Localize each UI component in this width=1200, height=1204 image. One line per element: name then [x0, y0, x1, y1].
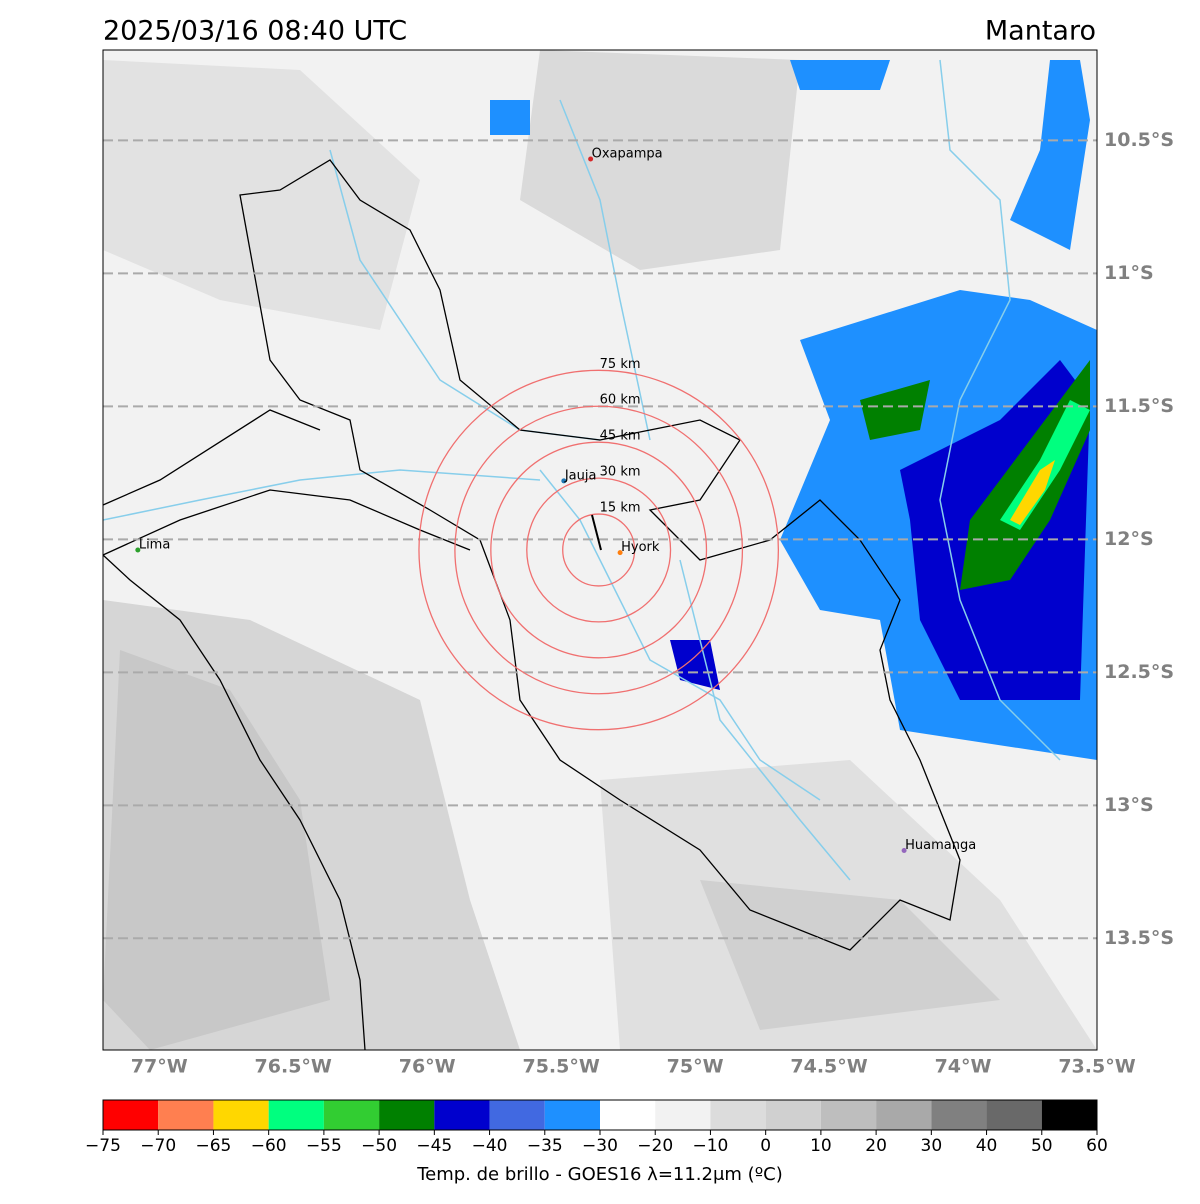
lon-label: 74.5°W [790, 1056, 867, 1078]
colorbar-box [323, 1100, 380, 1130]
colorbar-box [268, 1100, 324, 1130]
city-marker [561, 478, 567, 484]
colorbar-tick-label: −70 [140, 1136, 176, 1156]
colorbar-tick-label: −45 [416, 1136, 452, 1156]
colorbar-box [765, 1100, 821, 1130]
ring-label: 15 km [600, 501, 641, 516]
colorbar-tick-label: −65 [195, 1136, 231, 1156]
lon-label: 74°W [935, 1056, 992, 1078]
lon-label: 76°W [399, 1056, 456, 1078]
ring-label: 30 km [600, 465, 641, 480]
colorbar-tick-label: 20 [865, 1136, 887, 1156]
colorbar-tick-label: 30 [921, 1136, 943, 1156]
city-label: Oxapampa [592, 147, 663, 162]
hyork-track [591, 514, 602, 551]
colorbar-box [600, 1100, 656, 1130]
coastline [102, 554, 366, 1051]
lat-label: 13.5°S [1104, 927, 1174, 949]
ring-label: 60 km [600, 393, 641, 408]
colorbar-tick-label: −75 [85, 1136, 121, 1156]
colorbar-tick-label: 40 [976, 1136, 998, 1156]
boundaries [102, 159, 961, 951]
colorbar-tick-label: 0 [760, 1136, 771, 1156]
lat-label: 13°S [1104, 794, 1154, 816]
city-marker [135, 547, 141, 553]
city-label: Jauja [564, 468, 597, 483]
colorbar-tick-label: −55 [306, 1136, 342, 1156]
colorbar-tick-label: −10 [692, 1136, 728, 1156]
colorbar-box [489, 1100, 545, 1130]
colorbar-label: Temp. de brillo - GOES16 λ=11.2μm (ºC) [416, 1164, 783, 1185]
colorbar-tick-label: 10 [810, 1136, 832, 1156]
range-ring [526, 477, 672, 623]
colorbar-tick-label: −35 [527, 1136, 563, 1156]
range-ring [562, 513, 636, 587]
lon-label: 75°W [667, 1056, 724, 1078]
lat-label: 12.5°S [1104, 661, 1174, 683]
city-marker [901, 848, 907, 854]
range-ring [454, 405, 744, 695]
city-label: Huamanga [905, 838, 976, 853]
rivers [102, 59, 1061, 881]
colorbar-tick-label: −50 [361, 1136, 397, 1156]
lat-label: 11.5°S [1104, 395, 1174, 417]
colorbar-box [820, 1100, 877, 1130]
colorbar-tick-label: 60 [1086, 1136, 1108, 1156]
lon-label: 73.5°W [1058, 1056, 1135, 1078]
overlay: 15 km 30 km 45 km 60 km 75 km Oxapampa Jauja Li… [103, 139, 1097, 940]
colorbar-box [544, 1100, 600, 1130]
colorbar-tick-label: −60 [251, 1136, 287, 1156]
colorbar-box [931, 1100, 987, 1130]
lat-label: 12°S [1104, 528, 1154, 550]
colorbar-box [876, 1100, 932, 1130]
colorbar-box [710, 1100, 766, 1130]
colorbar-box [213, 1100, 269, 1130]
colorbar-tick-label: −20 [637, 1136, 673, 1156]
colorbar-tick-label: −30 [582, 1136, 618, 1156]
colorbar-tick-label: 50 [1031, 1136, 1053, 1156]
colorbar-box [158, 1100, 214, 1130]
colorbar-box [103, 1100, 159, 1130]
lon-label: 75.5°W [522, 1056, 599, 1078]
colorbar-tick-label: −40 [472, 1136, 508, 1156]
range-ring [418, 369, 780, 731]
lon-label: 76.5°W [255, 1056, 332, 1078]
lon-label: 77°W [131, 1056, 188, 1078]
city-marker [617, 550, 623, 556]
colorbar-box [655, 1100, 711, 1130]
lat-label: 11°S [1104, 262, 1154, 284]
map-frame [102, 49, 1098, 1051]
city-label: Lima [139, 538, 170, 553]
city-label: Hyork [621, 540, 660, 555]
ring-label: 75 km [600, 357, 641, 372]
ring-label: 45 km [600, 429, 641, 444]
lat-label: 10.5°S [1104, 129, 1174, 151]
region: Mantaro [985, 16, 1096, 47]
title: 2025/03/16 08:40 UTC [103, 16, 407, 47]
colorbar-box [434, 1100, 490, 1130]
colorbar-box [379, 1100, 435, 1130]
city-marker [588, 156, 594, 162]
imagery [103, 50, 1097, 1050]
colorbar-box [1041, 1100, 1097, 1130]
range-ring [490, 441, 708, 659]
colorbar-box [986, 1100, 1042, 1130]
